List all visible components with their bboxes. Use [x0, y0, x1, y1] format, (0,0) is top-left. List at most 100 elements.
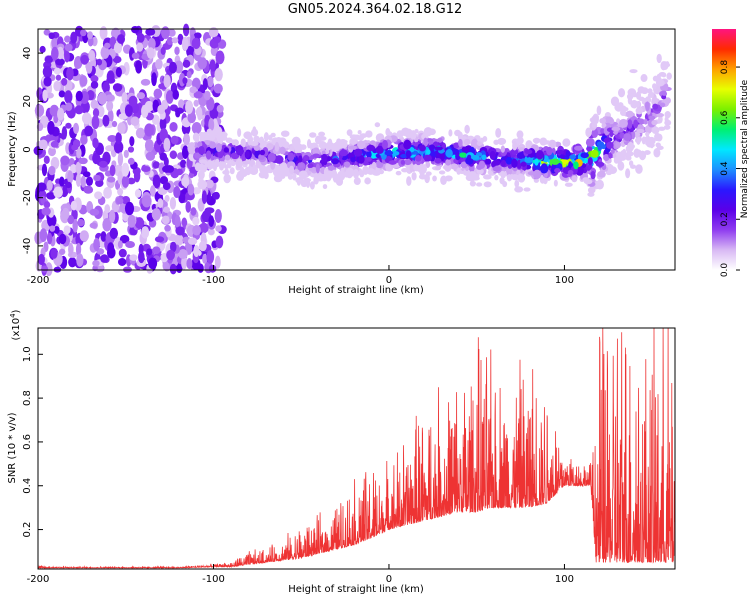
spectrogram-cell — [151, 208, 161, 221]
spectrogram-cell — [425, 171, 432, 176]
spectrogram-cell — [419, 144, 426, 152]
spectrogram-cell — [505, 156, 513, 165]
spectrogram-cell — [288, 165, 295, 175]
spectrogram-cell — [49, 104, 60, 117]
spectrogram-cell — [104, 42, 111, 49]
spectrogram-cell — [198, 222, 209, 234]
spectrogram-cell — [645, 101, 650, 112]
spectrogram-cell — [388, 160, 397, 165]
spectrogram-cell — [165, 90, 174, 104]
colorbar-gradient — [712, 29, 736, 270]
spectrogram-cell — [141, 226, 150, 239]
spectrogram-cell — [341, 141, 347, 148]
spectrogram-cell — [564, 182, 573, 187]
spectrogram-cell — [610, 96, 620, 107]
spectrogram-cell — [55, 74, 62, 81]
spectrogram-cell — [127, 214, 136, 228]
spectrogram-cell — [55, 58, 65, 66]
spectrogram-cell — [43, 29, 51, 36]
spectrogram-cell — [287, 152, 295, 162]
spectrogram-cell — [309, 181, 315, 190]
spectrogram-cell — [180, 159, 187, 168]
spectrogram-cell — [64, 90, 73, 104]
spectrogram-cell — [70, 164, 78, 174]
spectrogram-cell — [47, 120, 55, 135]
spectrogram-cell — [432, 175, 437, 182]
spectrogram-cell — [546, 146, 553, 156]
spectrogram-cell — [215, 225, 222, 232]
spectrogram-cell — [163, 74, 171, 88]
x-tick-label: -200 — [27, 275, 50, 286]
spectrogram-cell — [643, 118, 648, 125]
spectrogram-cell — [118, 113, 128, 120]
spectrogram-cell — [68, 157, 75, 165]
spectrogram-cell — [381, 139, 388, 150]
spectrogram-cell — [136, 92, 146, 100]
spectrogram-cell — [385, 128, 391, 136]
spectrogram-cell — [82, 171, 91, 178]
spectrogram-cell — [208, 215, 215, 227]
spectrogram-cell — [464, 124, 470, 134]
spectrogram-cell — [274, 155, 284, 164]
spectrogram-cell — [152, 174, 161, 189]
spectrogram-cell — [423, 137, 428, 147]
spectrogram-cell — [51, 36, 59, 50]
spectrogram-cell — [629, 69, 638, 74]
spectrogram-cell — [289, 145, 295, 153]
spectrogram-cell — [85, 61, 93, 74]
spectrogram-cell — [625, 155, 632, 161]
spectrogram-cell — [131, 25, 140, 34]
snr-multiplier-exp: 4 — [9, 313, 17, 318]
spectrogram-cell — [618, 105, 627, 111]
spectrogram-cell — [80, 54, 89, 65]
spectrogram-cell — [440, 175, 447, 185]
spectrogram-cell — [67, 215, 75, 225]
spectrogram-cell — [590, 170, 596, 180]
spectrogram-cell — [202, 254, 208, 264]
spectrogram-cell — [204, 207, 215, 214]
spectrogram-cell — [178, 248, 188, 260]
spectrogram-cell — [81, 112, 92, 125]
spectrogram-cell — [213, 83, 223, 94]
spectrogram-cell — [409, 130, 417, 140]
x-tick-label: -100 — [202, 275, 225, 286]
x-tick-label: -100 — [202, 574, 225, 585]
spectrogram-cell — [117, 122, 126, 134]
spectrogram-cell — [344, 161, 351, 168]
spectrogram-cell — [466, 154, 472, 162]
spectrogram-cell — [585, 137, 595, 147]
spectrogram-cell — [210, 45, 219, 57]
spectrogram-cell — [647, 92, 654, 98]
snr-y-ticks: 0.2 0.4 0.6 0.8 1.0 — [22, 346, 43, 538]
spectrogram-cell — [613, 156, 620, 164]
spectrogram-cell — [331, 169, 338, 179]
spectrogram-cell — [197, 179, 208, 190]
spectrogram-cell — [45, 92, 54, 99]
spectrogram-cell — [76, 253, 84, 267]
spectrogram-cell — [413, 163, 421, 172]
spectrogram-cell — [280, 130, 290, 137]
spectrogram-cell — [492, 166, 502, 172]
spectrogram-x-axis-label: Height of straight line (km) — [288, 285, 424, 296]
spectrogram-cell — [168, 61, 177, 74]
spectrogram-cell — [191, 122, 202, 135]
spectrogram-cell — [170, 135, 179, 145]
spectrogram-cell — [330, 142, 339, 152]
spectrogram-cell — [482, 174, 492, 180]
spectrogram-cell — [58, 90, 66, 98]
spectrogram-cell — [476, 141, 482, 146]
spectrogram-cell — [121, 162, 130, 177]
spectrogram-cell — [162, 165, 172, 173]
spectrogram-cell — [134, 217, 145, 229]
spectrogram-cell — [644, 150, 651, 155]
spectrogram-cell — [400, 154, 408, 159]
spectrogram-cell — [516, 130, 524, 139]
spectrogram-cell — [362, 165, 369, 175]
spectrogram-cell — [321, 153, 328, 162]
spectrogram-cell — [617, 161, 625, 171]
spectrogram-cell — [90, 99, 99, 110]
y-tick-label: 0.8 — [22, 390, 33, 406]
chart-title: GN05.2024.364.02.18.G12 — [288, 2, 463, 17]
spectrogram-cell — [245, 150, 250, 159]
colorbar-tick-label: 0.2 — [720, 212, 730, 226]
